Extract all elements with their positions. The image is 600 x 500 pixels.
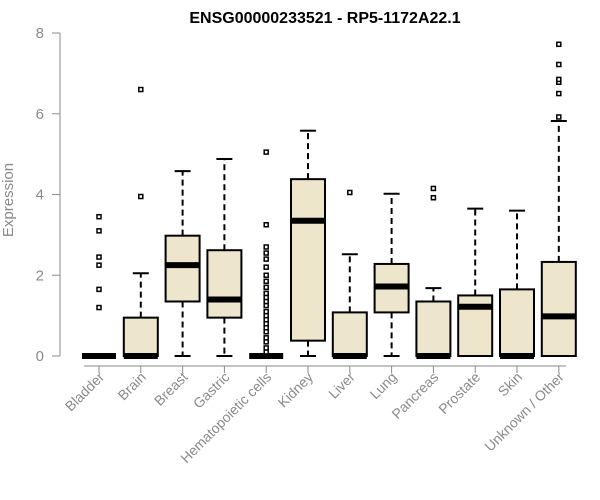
y-axis-label: Expression bbox=[0, 163, 17, 237]
outlier-point bbox=[138, 86, 144, 93]
outlier-point bbox=[138, 193, 144, 200]
outlier-point bbox=[556, 90, 562, 97]
iqr-box bbox=[540, 260, 577, 357]
outlier-point bbox=[263, 272, 269, 278]
outlier-point bbox=[96, 254, 102, 260]
outlier-point bbox=[430, 185, 437, 192]
outlier-point bbox=[556, 114, 562, 120]
outlier-point bbox=[96, 262, 102, 268]
outlier-point bbox=[263, 308, 269, 315]
box-4 bbox=[249, 149, 284, 359]
iqr-box bbox=[164, 234, 201, 303]
outlier-point bbox=[96, 228, 102, 234]
y-tick-label: 8 bbox=[36, 25, 44, 42]
box-8 bbox=[415, 185, 452, 359]
box-3 bbox=[206, 157, 243, 357]
y-tick-label: 0 bbox=[36, 348, 44, 365]
outlier-point bbox=[263, 264, 269, 270]
y-tick-label: 4 bbox=[36, 187, 44, 204]
x-tick-label: Kidney bbox=[275, 369, 317, 411]
iqr-box bbox=[122, 316, 159, 357]
outlier-point bbox=[347, 189, 353, 196]
outlier-point bbox=[96, 304, 102, 311]
outlier-point bbox=[263, 345, 269, 351]
y-tick-label: 6 bbox=[36, 106, 44, 123]
boxes bbox=[82, 41, 577, 359]
outlier-point bbox=[263, 284, 269, 291]
outlier-point bbox=[556, 41, 562, 48]
x-tick-label: Breast bbox=[151, 369, 191, 409]
x-tick-label: Brain bbox=[114, 369, 148, 403]
iqr-box bbox=[290, 178, 326, 342]
box-10 bbox=[499, 209, 535, 359]
outlier-point bbox=[263, 244, 269, 250]
outlier-point bbox=[430, 194, 437, 201]
x-tick-label: Lung bbox=[366, 369, 399, 402]
iqr-box bbox=[331, 311, 368, 357]
iqr-box bbox=[415, 300, 452, 357]
box-0 bbox=[82, 213, 116, 359]
y-ticks: 0 2 4 6 8 bbox=[36, 25, 60, 365]
x-tick-label: Skin bbox=[495, 369, 526, 400]
iqr-box bbox=[499, 288, 535, 358]
outlier-point bbox=[96, 286, 102, 293]
box-2 bbox=[164, 170, 201, 357]
outlier-point bbox=[263, 149, 269, 155]
x-tick-label: Prostate bbox=[435, 369, 483, 417]
box-6 bbox=[331, 189, 368, 359]
outlier-point bbox=[263, 250, 269, 256]
x-tick-label: Bladder bbox=[62, 369, 108, 415]
box-1 bbox=[122, 86, 159, 359]
x-tick-label: Liver bbox=[325, 369, 358, 402]
outlier-point bbox=[263, 290, 269, 297]
outlier-point bbox=[263, 222, 269, 228]
outlier-point bbox=[263, 335, 269, 341]
outlier-point bbox=[263, 256, 269, 262]
iqr-box bbox=[206, 249, 243, 319]
outlier-point bbox=[263, 278, 269, 285]
x-tick-label: Unknown / Other bbox=[481, 369, 567, 455]
box-7 bbox=[373, 192, 410, 357]
chart-title: ENSG00000233521 - RP5-1172A22.1 bbox=[189, 10, 460, 27]
outlier-point bbox=[96, 213, 102, 220]
box-9 bbox=[457, 207, 494, 357]
outlier-point bbox=[556, 61, 562, 68]
box-11 bbox=[540, 41, 577, 357]
outlier-point bbox=[556, 76, 562, 83]
box-5 bbox=[290, 129, 326, 357]
y-tick-label: 2 bbox=[36, 267, 44, 284]
